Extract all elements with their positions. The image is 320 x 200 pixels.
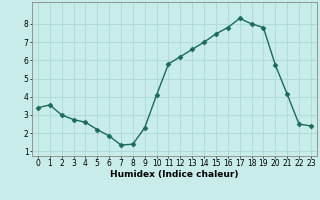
X-axis label: Humidex (Indice chaleur): Humidex (Indice chaleur) [110,170,239,179]
